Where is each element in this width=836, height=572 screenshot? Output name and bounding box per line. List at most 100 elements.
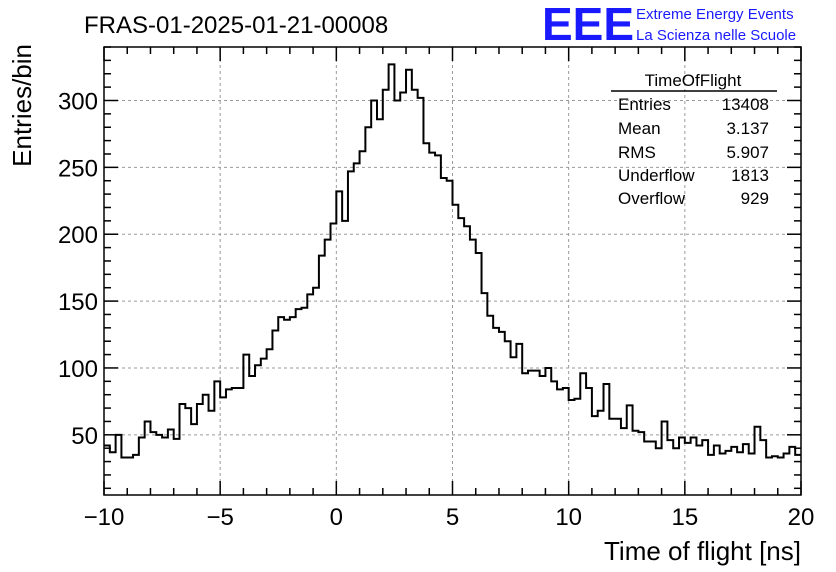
- stats-label-rms: RMS: [618, 143, 656, 162]
- histogram-bin: [365, 127, 371, 495]
- y-tick-label: 300: [58, 88, 98, 115]
- histogram-bin: [156, 435, 162, 495]
- eee-logo-mark: EEE: [542, 0, 634, 50]
- histogram-bin: [290, 317, 296, 495]
- histogram-bin: [598, 411, 604, 495]
- histogram-bin: [203, 395, 209, 495]
- histogram-bin: [737, 452, 743, 495]
- histogram-bin: [249, 376, 255, 495]
- stats-label-entries: Entries: [618, 95, 671, 114]
- histogram-bin: [342, 221, 348, 495]
- histogram-bin: [534, 371, 540, 495]
- histogram-bin: [418, 98, 424, 495]
- histogram-bin: [272, 331, 278, 495]
- histogram-bin: [470, 240, 476, 495]
- stats-value-rms: 5.907: [726, 143, 769, 162]
- y-tick-label: 250: [58, 155, 98, 182]
- histogram-bin: [511, 357, 517, 495]
- chart-title: FRAS-01-2025-01-21-00008: [84, 12, 388, 39]
- histogram-bin: [493, 328, 499, 495]
- histogram-bin: [209, 411, 215, 495]
- histogram-bin: [348, 171, 354, 495]
- histogram-bin: [644, 442, 650, 495]
- histogram-bin: [586, 388, 592, 495]
- histogram-bin: [702, 440, 708, 495]
- histogram-bin: [609, 419, 615, 495]
- histogram-bin: [150, 432, 156, 495]
- histogram-bin: [325, 240, 331, 495]
- logo-line1: Extreme Energy Events: [636, 6, 794, 23]
- histogram-bin: [574, 399, 580, 495]
- histogram-bin: [476, 253, 482, 495]
- x-axis-title: Time of flight [ns]: [604, 536, 801, 566]
- histogram-bin: [685, 443, 691, 495]
- histogram-bin: [116, 435, 122, 495]
- histogram-bin: [673, 448, 679, 495]
- histogram-bin: [377, 119, 383, 495]
- histogram-bin: [458, 218, 464, 495]
- x-tick-label: 10: [555, 504, 582, 531]
- histogram-bin: [261, 359, 267, 495]
- histogram-bin: [296, 309, 302, 495]
- histogram-bin: [197, 404, 203, 495]
- histogram-bin: [720, 454, 726, 495]
- histogram-bin: [284, 320, 290, 495]
- histogram-bin: [569, 400, 575, 495]
- x-tick-label: 0: [330, 504, 343, 531]
- histogram-bin: [331, 224, 337, 495]
- histogram-bin: [580, 373, 586, 495]
- histogram-bin: [592, 416, 598, 495]
- histogram-bin: [243, 355, 249, 495]
- histogram-bin: [435, 155, 441, 495]
- histogram-bin: [499, 332, 505, 495]
- histogram-bin: [400, 92, 406, 495]
- histogram-bin: [482, 293, 488, 495]
- histogram-bin: [168, 429, 174, 495]
- histogram-bin: [133, 455, 139, 495]
- stats-label-underflow: Underflow: [618, 166, 695, 185]
- y-tick-label: 50: [71, 423, 98, 450]
- histogram-bin: [725, 451, 731, 495]
- stats-value-underflow: 1813: [731, 166, 769, 185]
- stats-value-overflow: 929: [741, 189, 769, 208]
- histogram-bin: [278, 317, 284, 495]
- histogram-bin: [162, 437, 168, 495]
- grid-lines: [104, 47, 801, 495]
- histogram-bin: [760, 440, 766, 495]
- histogram-bin: [429, 153, 435, 495]
- histogram-bin: [336, 191, 342, 495]
- histogram-bin: [656, 448, 662, 495]
- histogram-bin: [383, 90, 389, 495]
- axis-ticks: [103, 46, 802, 495]
- histogram-bin: [604, 384, 610, 495]
- histogram-bin: [540, 376, 546, 495]
- histogram-bin: [423, 143, 429, 495]
- histogram-bin: [360, 151, 366, 495]
- histogram-bin: [180, 404, 186, 495]
- histogram-bin: [563, 388, 569, 495]
- histogram-bin: [784, 454, 790, 495]
- histogram-bin: [621, 428, 627, 495]
- histogram-bin: [766, 458, 772, 495]
- histogram-bin: [238, 388, 244, 495]
- histogram-series: [104, 63, 801, 459]
- histogram-bin: [267, 349, 273, 495]
- histogram-bin: [441, 178, 447, 495]
- histogram-bin: [615, 419, 621, 495]
- histogram-bin: [191, 424, 197, 495]
- histogram-bin: [307, 294, 313, 495]
- histogram-bins: [104, 64, 801, 495]
- histogram-bin: [301, 308, 307, 495]
- histogram-bin: [354, 163, 360, 495]
- x-tick-label: 15: [671, 504, 698, 531]
- x-tick-label: −5: [206, 504, 233, 531]
- histogram-bin: [394, 100, 400, 495]
- stats-title: TimeOfFlight: [645, 71, 742, 90]
- x-tick-label: 5: [446, 504, 459, 531]
- histogram-bin: [755, 427, 761, 495]
- histogram-bin: [226, 389, 232, 495]
- histogram-bin: [708, 455, 714, 495]
- histogram-bin: [487, 316, 493, 495]
- histogram-bin: [371, 100, 377, 495]
